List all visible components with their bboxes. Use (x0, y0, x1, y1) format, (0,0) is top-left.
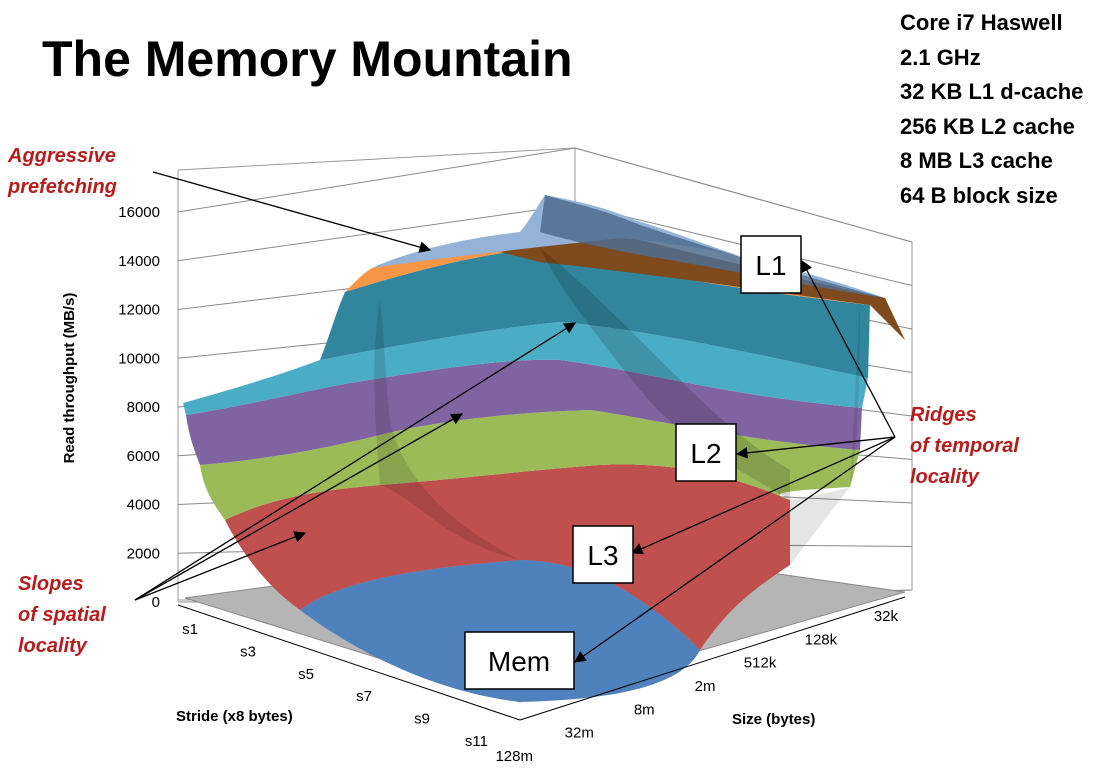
stride-tick-label: s9 (414, 711, 430, 728)
l2-label: L2 (690, 438, 721, 469)
size-tick-label: 128m (495, 748, 533, 765)
stride-axis-ticks: s1 s3 s5 s7 s9 s11 (182, 621, 488, 750)
annotation-aggressive-line1: Aggressive (7, 145, 116, 167)
spec-line: 256 KB L2 cache (900, 113, 1075, 139)
annotation-slopes-line2: of spatial (18, 604, 106, 626)
label-box-l3: L3 (572, 525, 634, 584)
stride-tick-label: s11 (465, 733, 488, 750)
annotation-arrows (134, 171, 896, 663)
annotation-ridges-line3: locality (910, 466, 980, 488)
z-tick-label: 6000 (127, 448, 160, 465)
y-axis-label: Size (bytes) (732, 711, 815, 728)
x-axis-label: Stride (x8 bytes) (176, 708, 293, 725)
annotation-ridges-line1: Ridges (910, 404, 977, 426)
z-tick-label: 0 (152, 594, 160, 611)
label-box-mem: Mem (464, 631, 575, 690)
stride-tick-label: s5 (298, 666, 314, 683)
spec-line: 32 KB L1 d-cache (900, 79, 1084, 104)
annotation-slopes-line1: Slopes (18, 573, 84, 595)
label-box-l1: L1 (740, 235, 802, 294)
z-tick-label: 4000 (127, 497, 160, 514)
annotation-ridges-line2: of temporal (910, 435, 1019, 457)
size-axis-line (519, 596, 906, 721)
l3-label: L3 (587, 540, 618, 571)
size-tick-label: 2m (695, 678, 716, 695)
size-axis-ticks: 128m 32m 8m 2m 512k 128k 32k (495, 608, 898, 765)
z-tick-label: 10000 (118, 350, 160, 367)
z-tick-label: 8000 (127, 399, 160, 416)
stride-tick-label: s3 (240, 643, 256, 660)
label-box-l2: L2 (675, 423, 737, 482)
z-tick-label: 12000 (118, 302, 160, 319)
z-tick-label: 14000 (118, 253, 160, 270)
spec-line: Core i7 Haswell (900, 10, 1063, 35)
size-tick-label: 512k (744, 655, 777, 672)
size-tick-label: 32m (565, 725, 594, 742)
stride-axis-line (177, 604, 521, 721)
stride-tick-label: s7 (356, 688, 372, 705)
stride-tick-label: s1 (182, 621, 198, 638)
annotation-slopes-line3: locality (18, 635, 88, 657)
l1-label: L1 (755, 250, 786, 281)
mem-label: Mem (488, 646, 550, 677)
size-tick-label: 128k (805, 631, 838, 648)
spec-line: 2.1 GHz (900, 44, 981, 70)
z-axis-label: Read throughput (MB/s) (61, 293, 78, 464)
size-tick-label: 8m (634, 701, 655, 718)
spec-list: Core i7 Haswell 2.1 GHz 32 KB L1 d-cache 25… (900, 6, 1083, 213)
annotation-aggressive-line2: prefetching (7, 176, 117, 198)
spec-line: 64 B block size (900, 182, 1058, 208)
z-gridline (177, 147, 913, 243)
z-tick-label: 2000 (127, 545, 160, 562)
z-tick-label: 16000 (118, 204, 160, 221)
z-axis-ticks: 0 2000 4000 6000 8000 10000 12000 14000 16000 (118, 204, 160, 611)
size-tick-label: 32k (874, 608, 899, 625)
spec-line: 8 MB L3 cache (900, 148, 1053, 173)
page-title: The Memory Mountain (42, 31, 573, 87)
